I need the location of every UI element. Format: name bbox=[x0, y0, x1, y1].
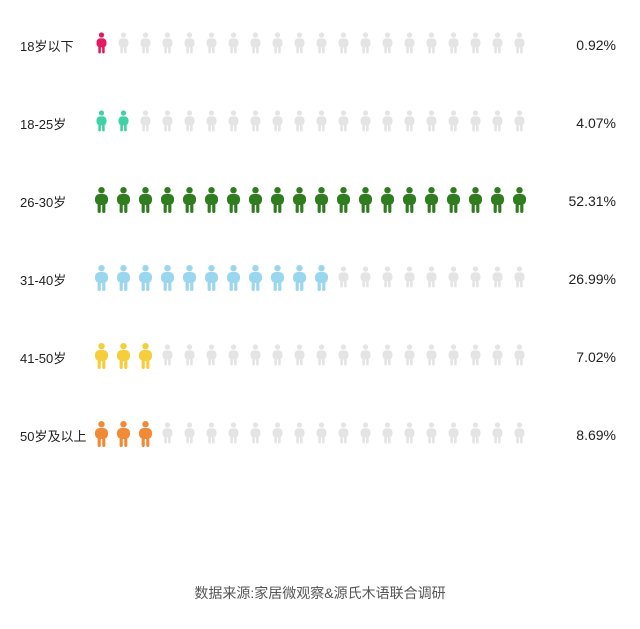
percentage-value: 7.02% bbox=[529, 349, 620, 365]
person-icon-strip bbox=[92, 264, 529, 294]
person-icon-strip bbox=[92, 342, 529, 372]
age-group-label: 41-50岁 bbox=[20, 348, 92, 367]
percentage-value: 4.07% bbox=[529, 115, 620, 131]
pictogram-row: 41-50岁 bbox=[20, 342, 620, 372]
pictogram-row: 31-40岁 bbox=[20, 264, 620, 294]
age-group-label: 18岁以下 bbox=[20, 36, 92, 55]
pictogram-row: 50岁及以上 bbox=[20, 420, 620, 450]
age-group-label: 18-25岁 bbox=[20, 114, 92, 133]
percentage-value: 52.31% bbox=[529, 193, 620, 209]
person-icon-strip bbox=[92, 186, 529, 216]
pictogram-row: 18-25岁 bbox=[20, 108, 620, 138]
percentage-value: 0.92% bbox=[529, 37, 620, 53]
percentage-value: 26.99% bbox=[529, 271, 620, 287]
data-source-caption: 数据来源:家居微观察&源氏木语联合调研 bbox=[0, 583, 640, 603]
person-icon-strip bbox=[92, 30, 529, 60]
age-group-label: 26-30岁 bbox=[20, 192, 92, 211]
age-group-label: 31-40岁 bbox=[20, 270, 92, 289]
age-group-label: 50岁及以上 bbox=[20, 426, 92, 445]
person-icon-strip bbox=[92, 108, 529, 138]
person-icon-strip bbox=[92, 420, 529, 450]
age-pictogram-chart: 18岁以下 bbox=[20, 30, 620, 450]
pictogram-row: 26-30岁 bbox=[20, 186, 620, 216]
percentage-value: 8.69% bbox=[529, 427, 620, 443]
pictogram-row: 18岁以下 bbox=[20, 30, 620, 60]
